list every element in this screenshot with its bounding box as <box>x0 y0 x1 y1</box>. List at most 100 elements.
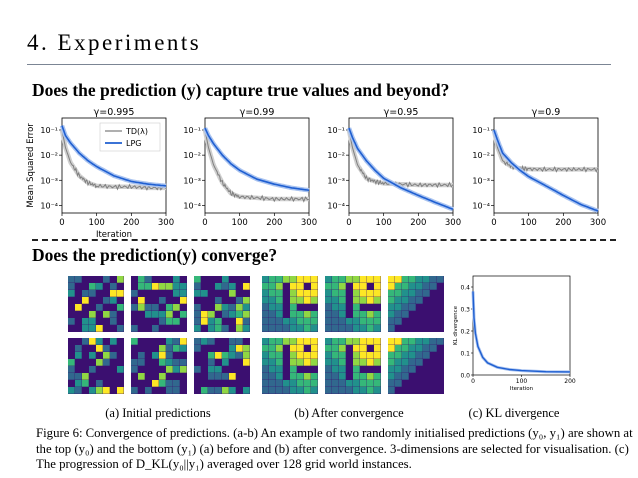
heatmap-cell <box>243 387 250 394</box>
heatmap-cell <box>236 304 243 311</box>
heatmap-cell <box>96 283 103 290</box>
heatmap-cell <box>395 380 402 387</box>
heatmap-cell <box>367 318 374 325</box>
heatmap-cell <box>297 318 304 325</box>
heatmap-cell <box>297 338 304 345</box>
heatmap-cell <box>173 304 180 311</box>
heatmap-cell <box>180 290 187 297</box>
heatmap-cell <box>166 283 173 290</box>
heatmap-cell <box>304 387 311 394</box>
heatmap-cell <box>215 297 222 304</box>
x-tick-label: 100 <box>232 218 248 228</box>
heatmap-cell <box>395 283 402 290</box>
heatmap-cell <box>103 345 110 352</box>
heatmap-cell <box>96 304 103 311</box>
heatmap-cell <box>68 359 75 366</box>
heatmap-cell <box>367 290 374 297</box>
td-lambda-line <box>204 129 310 203</box>
heatmap-cell <box>388 290 395 297</box>
heatmap-cell <box>201 387 208 394</box>
heatmap-cell <box>325 283 332 290</box>
heatmap-cell <box>311 325 318 332</box>
y-tick-label: 10⁻¹ <box>183 126 201 135</box>
heatmap-cell <box>173 318 180 325</box>
heatmap-cell <box>297 387 304 394</box>
heatmap-cell <box>269 373 276 380</box>
heatmap-cell <box>262 276 269 283</box>
heatmap-cell <box>222 325 229 332</box>
heatmap-cell <box>339 297 346 304</box>
kl-band <box>471 291 571 374</box>
heatmap-cell <box>201 318 208 325</box>
y-tick-label: 10⁻⁴ <box>327 201 345 210</box>
heatmap-cell <box>173 380 180 387</box>
heatmap-cell <box>367 352 374 359</box>
heatmap-cell <box>311 311 318 318</box>
heatmap-cell <box>229 304 236 311</box>
heatmap-cell <box>173 345 180 352</box>
heatmap-cell <box>243 352 250 359</box>
heatmap-grid <box>388 276 444 332</box>
heatmap-cell <box>201 290 208 297</box>
heatmap-cell <box>353 345 360 352</box>
heatmap-cell <box>180 345 187 352</box>
heatmap-grid <box>388 338 444 394</box>
heatmap-cell <box>388 345 395 352</box>
heatmap-cell <box>276 283 283 290</box>
heatmap-cell <box>374 373 381 380</box>
dashed-separator <box>32 239 616 241</box>
heatmap-cell <box>194 338 201 345</box>
y-tick-label: 10⁻² <box>40 151 58 160</box>
heatmap-cell <box>388 352 395 359</box>
heatmap-cell <box>222 359 229 366</box>
heatmap-cell <box>332 366 339 373</box>
heatmap-cell <box>311 387 318 394</box>
heatmap-cell <box>103 311 110 318</box>
heatmap-cell <box>68 290 75 297</box>
heatmap-cell <box>353 325 360 332</box>
heatmap-cell <box>388 387 395 394</box>
heatmap-cell <box>159 318 166 325</box>
heatmap-cell <box>304 276 311 283</box>
panel-label-a: (a) Initial predictions <box>105 406 211 420</box>
y-tick-label: 10⁻³ <box>327 176 345 185</box>
heatmap-cell <box>96 359 103 366</box>
question-1: Does the prediction (y) capture true val… <box>32 80 450 100</box>
plot-frame <box>348 117 454 214</box>
heatmap-cell <box>353 352 360 359</box>
heatmap-cell <box>236 297 243 304</box>
y-axis-label: KL divergence <box>453 305 459 345</box>
heatmap-cell <box>89 325 96 332</box>
heatmap-cell <box>138 297 145 304</box>
heatmap-cell <box>276 290 283 297</box>
heatmap-cell <box>236 338 243 345</box>
heatmap-cell <box>229 290 236 297</box>
heatmap-cell <box>297 359 304 366</box>
heatmap-cell <box>325 338 332 345</box>
heatmap-cell <box>229 387 236 394</box>
heatmap-cell <box>215 283 222 290</box>
lpg-line <box>61 125 167 187</box>
x-tick-label: 300 <box>158 218 174 228</box>
heatmap-cell <box>297 345 304 352</box>
heatmap-cell <box>103 359 110 366</box>
heatmap-cell <box>89 366 96 373</box>
heatmap-cell <box>304 290 311 297</box>
heatmap-cell <box>402 366 409 373</box>
heatmap-cell <box>395 373 402 380</box>
heatmap-cell <box>395 297 402 304</box>
heatmap-cell <box>180 283 187 290</box>
y-tick-label: 10⁻⁴ <box>183 201 201 210</box>
heatmap-cell <box>262 290 269 297</box>
heatmap-cell <box>194 290 201 297</box>
heatmap-cell <box>325 276 332 283</box>
heatmap-cell <box>297 380 304 387</box>
heatmap-cell <box>173 283 180 290</box>
heatmap-cell <box>262 345 269 352</box>
heatmap-cell <box>131 338 138 345</box>
heatmap-cell <box>82 318 89 325</box>
heatmap-cell <box>222 352 229 359</box>
heatmap-cell <box>402 345 409 352</box>
heatmap-cell <box>388 297 395 304</box>
heatmap-cell <box>290 283 297 290</box>
